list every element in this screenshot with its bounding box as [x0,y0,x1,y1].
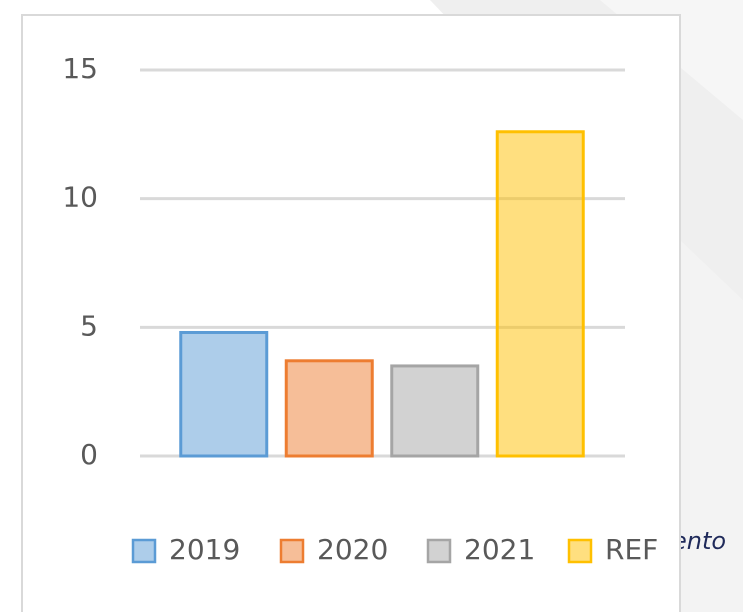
bar [390,364,480,458]
y-tick-label: 0 [80,438,98,471]
legend-label: REF [605,533,658,566]
legend-swatch [426,538,452,564]
bar [495,130,585,458]
y-tick-label: 5 [80,309,98,342]
legend-label: 2019 [169,533,240,566]
bar [284,359,374,458]
bar [179,330,269,458]
legend-swatch [131,538,157,564]
legend-label: 2021 [464,533,535,566]
legend-swatch [279,538,305,564]
y-tick-label: 15 [62,52,98,85]
background-stripe [680,240,743,612]
y-tick-label: 10 [62,181,98,214]
background-text: ento [672,527,726,555]
legend-label: 2020 [317,533,388,566]
legend-swatch [567,538,593,564]
